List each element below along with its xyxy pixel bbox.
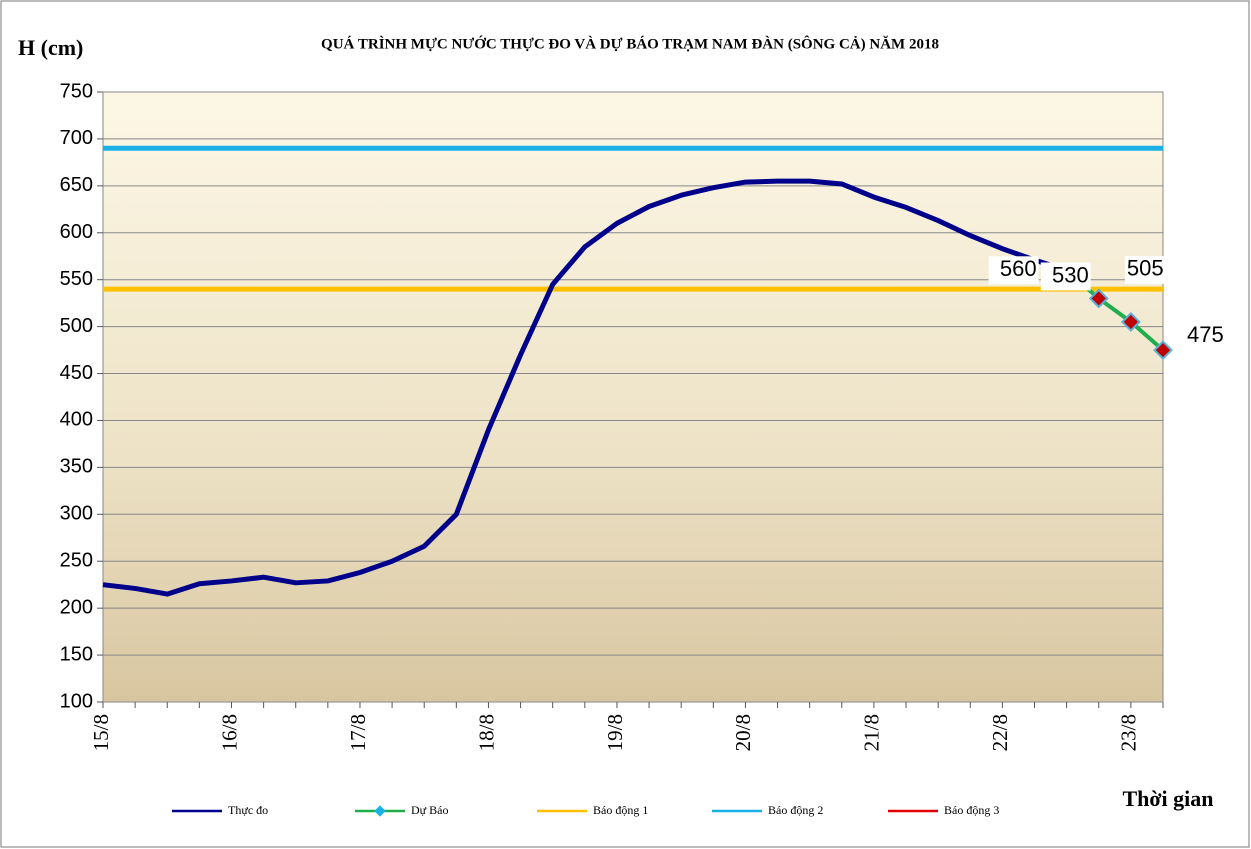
plot-area: [102, 91, 1164, 703]
data-label: 560: [1000, 256, 1037, 281]
data-label: 505: [1127, 256, 1164, 281]
data-label-bg: [1040, 262, 1091, 291]
marker: [1153, 340, 1173, 360]
x-tick-label: 15/8: [89, 714, 113, 751]
x-tick-label: 20/8: [731, 714, 755, 751]
y-tick-label: 750: [60, 80, 93, 102]
x-axis-label: Thời gian: [1122, 786, 1213, 811]
legend-label: Báo động 1: [593, 803, 648, 817]
chart-title: QUÁ TRÌNH MỰC NƯỚC THỰC ĐO VÀ DỰ BÁO TRẠ…: [321, 35, 939, 52]
legend-label: Thực đo: [228, 803, 268, 817]
legend-label: Dự Báo: [411, 803, 449, 817]
y-tick-label: 200: [60, 596, 93, 618]
legend-marker: [374, 805, 386, 817]
y-tick-label: 350: [60, 456, 93, 478]
y-tick-label: 400: [60, 409, 93, 431]
data-label-bg: [1185, 322, 1235, 351]
y-tick-label: 650: [60, 174, 93, 196]
y-tick-label: 700: [60, 127, 93, 149]
x-tick-label: 19/8: [603, 714, 627, 751]
x-tick-label: 22/8: [988, 714, 1012, 751]
x-tick-label: 23/8: [1117, 714, 1141, 751]
y-tick-label: 600: [60, 221, 93, 243]
y-tick-label: 250: [60, 550, 93, 572]
y-tick-label: 450: [60, 362, 93, 384]
x-tick-label: 17/8: [346, 714, 370, 751]
y-tick-label: 500: [60, 315, 93, 337]
y-tick-label: 300: [60, 503, 93, 525]
data-label-bg: [1124, 255, 1175, 284]
data-label-bg: [988, 256, 1039, 285]
y-axis-label: H (cm): [18, 35, 83, 60]
marker: [1120, 312, 1141, 332]
x-tick-label: 16/8: [217, 714, 241, 751]
data-label: 530: [1052, 262, 1089, 287]
y-tick-label: 150: [60, 643, 93, 665]
legend-label: Báo động 3: [944, 803, 999, 817]
x-tick-label: 21/8: [860, 714, 884, 751]
legend-label: Báo động 2: [768, 803, 823, 817]
y-tick-label: 100: [60, 690, 93, 712]
x-tick-label: 18/8: [474, 714, 498, 751]
y-tick-label: 550: [60, 268, 93, 290]
marker: [1088, 288, 1109, 309]
data-label: 475: [1187, 322, 1224, 347]
series-line: [102, 178, 1068, 597]
